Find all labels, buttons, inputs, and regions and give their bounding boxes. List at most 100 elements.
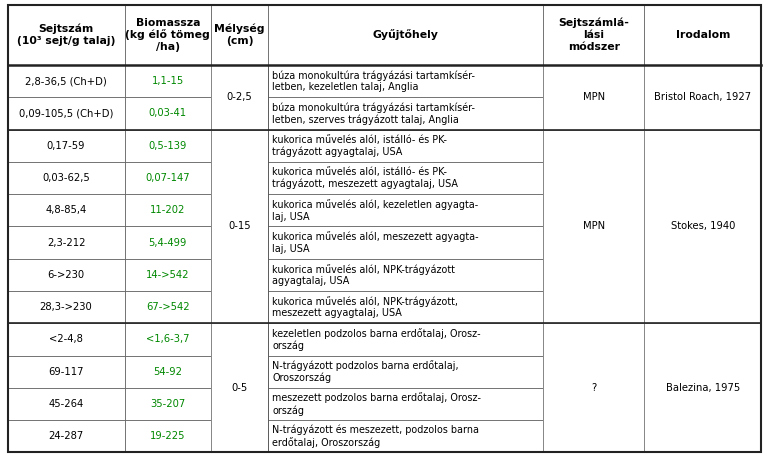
Bar xyxy=(543,323,644,452)
Bar xyxy=(644,356,761,388)
Bar xyxy=(543,323,644,356)
Bar xyxy=(211,65,268,97)
Bar xyxy=(8,5,125,65)
Text: 14->542: 14->542 xyxy=(146,270,190,280)
Bar xyxy=(125,420,211,452)
Text: 5,4-499: 5,4-499 xyxy=(148,238,187,248)
Text: <2-4,8: <2-4,8 xyxy=(49,335,83,345)
Bar xyxy=(211,65,268,130)
Bar xyxy=(8,420,125,452)
Text: Sejtszám
(10³ sejt/g talaj): Sejtszám (10³ sejt/g talaj) xyxy=(17,24,115,46)
Text: MPN: MPN xyxy=(583,92,604,102)
Text: Sejtszámlá-
lási
módszer: Sejtszámlá- lási módszer xyxy=(558,18,629,52)
Bar xyxy=(543,65,644,130)
Bar xyxy=(211,291,268,323)
Bar xyxy=(543,259,644,291)
Text: Irodalom: Irodalom xyxy=(676,30,730,40)
Text: 2,3-212: 2,3-212 xyxy=(47,238,85,248)
Bar xyxy=(543,65,644,97)
Bar xyxy=(543,130,644,323)
Bar xyxy=(8,388,125,420)
Text: kezeletlen podzolos barna erdőtalaj, Orosz-
ország: kezeletlen podzolos barna erdőtalaj, Oro… xyxy=(272,328,481,351)
Bar xyxy=(125,5,211,65)
Text: 1,1-15: 1,1-15 xyxy=(151,76,184,86)
Bar xyxy=(268,65,543,97)
Bar xyxy=(644,323,761,356)
Text: búza monokultúra trágyázási tartamkísér-
letben, kezeletlen talaj, Anglia: búza monokultúra trágyázási tartamkísér-… xyxy=(272,70,475,92)
Bar xyxy=(644,291,761,323)
Bar xyxy=(543,388,644,420)
Text: Biomassza
(kg élő tömeg
/ha): Biomassza (kg élő tömeg /ha) xyxy=(125,18,210,52)
Bar xyxy=(8,194,125,227)
Bar xyxy=(644,130,761,323)
Bar xyxy=(211,323,268,452)
Bar xyxy=(211,130,268,323)
Bar xyxy=(543,65,644,130)
Bar xyxy=(8,259,125,291)
Bar xyxy=(644,420,761,452)
Bar xyxy=(211,65,268,130)
Text: 0-2,5: 0-2,5 xyxy=(227,92,252,102)
Text: 0-15: 0-15 xyxy=(228,222,251,231)
Bar xyxy=(543,130,644,162)
Text: 2,8-36,5 (Ch+D): 2,8-36,5 (Ch+D) xyxy=(25,76,107,86)
Bar xyxy=(644,388,761,420)
Bar xyxy=(8,291,125,323)
Bar xyxy=(8,65,125,97)
Bar xyxy=(644,259,761,291)
Bar xyxy=(268,291,543,323)
Bar xyxy=(543,97,644,130)
Text: 0,09-105,5 (Ch+D): 0,09-105,5 (Ch+D) xyxy=(19,108,113,118)
Text: <1,6-3,7: <1,6-3,7 xyxy=(146,335,190,345)
Bar xyxy=(8,162,125,194)
Bar xyxy=(644,65,761,130)
Bar xyxy=(8,97,125,130)
Text: Bristol Roach, 1927: Bristol Roach, 1927 xyxy=(654,92,751,102)
Bar xyxy=(125,356,211,388)
Text: N-trágyázott és meszezett, podzolos barna
erdőtalaj, Oroszország: N-trágyázott és meszezett, podzolos barn… xyxy=(272,425,479,448)
Text: 0,03-41: 0,03-41 xyxy=(148,108,187,118)
Bar xyxy=(125,323,211,356)
Bar xyxy=(125,65,211,97)
Bar xyxy=(125,130,211,162)
Text: 28,3->230: 28,3->230 xyxy=(40,302,92,312)
Text: MPN: MPN xyxy=(583,222,604,231)
Bar xyxy=(543,5,644,65)
Text: 45-264: 45-264 xyxy=(48,399,84,409)
Text: 0,5-139: 0,5-139 xyxy=(148,141,187,151)
Bar xyxy=(268,259,543,291)
Bar xyxy=(268,5,543,65)
Bar xyxy=(125,194,211,227)
Text: meszezett podzolos barna erdőtalaj, Orosz-
ország: meszezett podzolos barna erdőtalaj, Oros… xyxy=(272,393,481,415)
Bar xyxy=(268,388,543,420)
Text: kukorica művelés alól, NPK-trágyázott
agyagtalaj, USA: kukorica művelés alól, NPK-trágyázott ag… xyxy=(272,264,455,286)
Bar xyxy=(543,420,644,452)
Bar xyxy=(8,227,125,259)
Text: 69-117: 69-117 xyxy=(48,367,84,377)
Bar xyxy=(125,227,211,259)
Bar xyxy=(211,130,268,162)
Text: 0,03-62,5: 0,03-62,5 xyxy=(42,173,90,183)
Text: Stokes, 1940: Stokes, 1940 xyxy=(671,222,735,231)
Bar xyxy=(644,194,761,227)
Text: 24-287: 24-287 xyxy=(48,431,84,441)
Bar xyxy=(211,323,268,452)
Bar xyxy=(211,227,268,259)
Bar xyxy=(543,291,644,323)
Bar xyxy=(268,323,543,356)
Bar xyxy=(211,356,268,388)
Bar xyxy=(543,194,644,227)
Bar xyxy=(125,259,211,291)
Bar xyxy=(125,162,211,194)
Bar xyxy=(268,420,543,452)
Bar xyxy=(8,323,125,356)
Text: 11-202: 11-202 xyxy=(150,205,185,215)
Text: 67->542: 67->542 xyxy=(146,302,190,312)
Bar xyxy=(268,356,543,388)
Bar xyxy=(644,162,761,194)
Bar xyxy=(211,97,268,130)
Bar xyxy=(268,130,543,162)
Bar xyxy=(8,130,125,162)
Bar xyxy=(211,420,268,452)
Text: 19-225: 19-225 xyxy=(150,431,185,441)
